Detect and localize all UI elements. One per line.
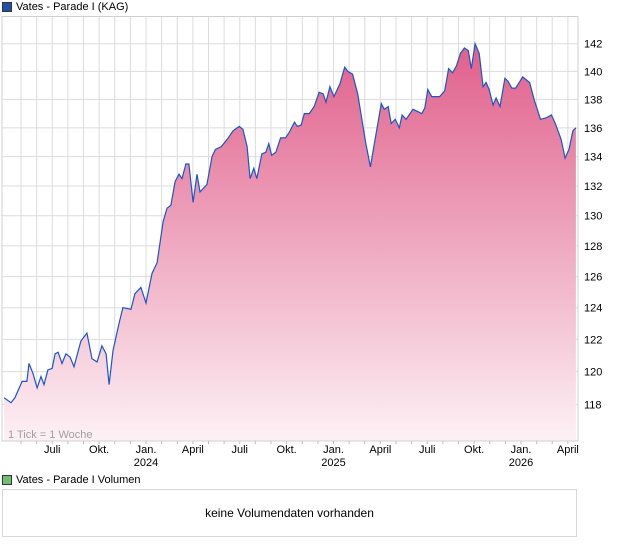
x-tick-label: Okt. bbox=[464, 444, 484, 456]
x-tick-label: Juli bbox=[231, 444, 248, 456]
x-tick-label: Okt. bbox=[277, 444, 297, 456]
x-year-label: 2026 bbox=[509, 457, 533, 469]
price-chart: 118120122124126128130132134136138140142 … bbox=[1, 16, 602, 469]
x-tick-label: Juli bbox=[419, 444, 436, 456]
volume-panel: keine Volumendaten vorhanden bbox=[2, 489, 577, 537]
y-axis: 118 120 122 124 126 128 130 132 134 136 138 140 142 bbox=[584, 39, 602, 412]
x-tick-label: April bbox=[369, 444, 391, 456]
y-tick-label: 132 bbox=[584, 181, 602, 193]
y-tick-label: 122 bbox=[584, 334, 602, 346]
volume-empty-message: keine Volumendaten vorhanden bbox=[205, 506, 374, 520]
x-tick-label: Jan. bbox=[136, 444, 157, 456]
x-year-label: 2025 bbox=[321, 457, 345, 469]
y-tick-label: 142 bbox=[584, 39, 602, 51]
y-tick-label: 140 bbox=[584, 66, 602, 78]
tick-note: 1 Tick = 1 Woche bbox=[8, 429, 93, 441]
x-tick-label: Jan. bbox=[511, 444, 532, 456]
y-tick-label: 130 bbox=[584, 211, 602, 223]
y-tick-label: 124 bbox=[584, 303, 602, 315]
y-tick-label: 128 bbox=[584, 241, 602, 253]
volume-legend: Vates - Parade I Volumen bbox=[2, 474, 141, 486]
y-tick-label: 126 bbox=[584, 272, 602, 284]
price-legend: Vates - Parade I (KAG) bbox=[2, 1, 128, 13]
price-area bbox=[4, 43, 576, 441]
volume-legend-swatch bbox=[2, 475, 12, 485]
x-tick-label: Okt. bbox=[89, 444, 109, 456]
y-tick-label: 138 bbox=[584, 94, 602, 106]
y-tick-label: 120 bbox=[584, 367, 602, 379]
y-tick-label: 136 bbox=[584, 123, 602, 135]
price-legend-label: Vates - Parade I (KAG) bbox=[16, 1, 129, 13]
x-year-label: 2024 bbox=[134, 457, 158, 469]
x-tick-label: Jan. bbox=[323, 444, 344, 456]
x-tick-label: Juli bbox=[44, 444, 61, 456]
y-tick-label: 134 bbox=[584, 152, 602, 164]
plot-border bbox=[1, 16, 579, 442]
price-legend-swatch bbox=[2, 2, 12, 12]
volume-legend-label: Vates - Parade I Volumen bbox=[16, 474, 141, 486]
y-tick-label: 118 bbox=[584, 399, 602, 411]
x-tick-label: April bbox=[182, 444, 204, 456]
price-line bbox=[3, 41, 577, 404]
x-tick-label: April bbox=[557, 444, 579, 456]
